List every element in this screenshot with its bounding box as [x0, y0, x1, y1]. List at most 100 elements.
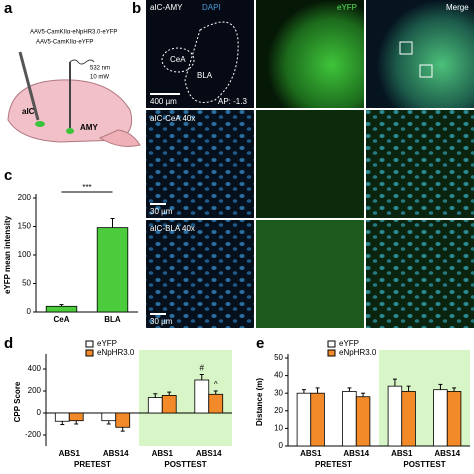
bar — [161, 394, 177, 414]
x-tick-label: CeA — [53, 315, 69, 324]
channel-label: DAPI — [202, 3, 221, 12]
virus-label: AAV5-CamKIIα-eNpHR3.0-eYFP — [30, 30, 117, 36]
y-tick-label: 0 — [27, 307, 32, 316]
bar — [401, 391, 416, 447]
y-tick-label: 40 — [274, 371, 283, 380]
bar — [96, 227, 129, 313]
scale-label: 30 µm — [150, 207, 173, 216]
image — [256, 220, 364, 328]
region-label: aIC — [22, 107, 35, 116]
x-tick-label: ABS14 — [196, 449, 222, 458]
syringe — [18, 51, 40, 121]
legend-label: eYFP — [339, 339, 359, 348]
diagram: a AAV5-CamKIIα-eNpHR3.0-eYFP AAV5-CamKII… — [4, 0, 141, 147]
roi — [419, 64, 433, 78]
bar — [147, 397, 163, 414]
bar — [68, 412, 84, 422]
cerebellum — [98, 129, 141, 147]
bar — [208, 393, 224, 414]
x-tick-label: BLA — [104, 315, 121, 324]
image — [366, 110, 474, 218]
virus-label: AAV5-CamKIIα-eYFP — [36, 40, 93, 46]
y-tick-label: 0 — [37, 408, 42, 417]
region-label: BLA — [197, 71, 213, 80]
legend-swatch — [327, 340, 336, 348]
panel-label: e — [256, 335, 264, 352]
y-tick-label: 200 — [18, 193, 32, 202]
legend-label: eNpHR3.0 — [97, 348, 135, 357]
cable — [69, 59, 95, 65]
y-tick-label: 400 — [28, 364, 42, 373]
bar — [45, 305, 78, 313]
x-tick-label: ABS1 — [391, 449, 413, 458]
x-tick-label: ABS1 — [59, 449, 81, 458]
channel-label: Merge — [446, 3, 469, 12]
x-tick-label: ABS14 — [103, 449, 129, 458]
y-tick-label: 20 — [274, 406, 283, 415]
legend-swatch — [85, 349, 94, 357]
annotation: # — [200, 364, 205, 373]
injection — [35, 121, 45, 127]
panel-label: b — [132, 0, 141, 17]
image-label: aIC-AMY — [150, 3, 183, 12]
y-tick-label: 100 — [18, 250, 32, 259]
bar — [296, 392, 312, 447]
legend-swatch — [85, 340, 94, 348]
region-label: CeA — [170, 55, 186, 64]
group-label: PRETEST — [315, 460, 352, 469]
bar — [54, 412, 70, 422]
group-label: POSTTEST — [164, 460, 206, 469]
legend-label: eNpHR3.0 — [339, 348, 377, 357]
target — [66, 128, 74, 134]
y-tick-label: 50 — [274, 353, 283, 362]
image — [256, 0, 364, 108]
image-label: aIC-BLA 40x — [150, 224, 195, 233]
outline — [184, 21, 239, 103]
panel-label: a — [4, 0, 13, 17]
image — [256, 110, 364, 218]
bar — [342, 391, 357, 447]
bar — [387, 385, 403, 447]
bar — [115, 412, 131, 428]
panel-label: d — [4, 335, 13, 352]
bar — [310, 392, 325, 447]
bar — [355, 396, 371, 447]
y-tick-label: 30 — [274, 388, 283, 397]
group-label: POSTTEST — [403, 460, 445, 469]
scale-label: 30 µm — [150, 317, 173, 326]
y-tick-label: 50 — [22, 279, 31, 288]
legend-label: eYFP — [97, 339, 117, 348]
bar — [446, 391, 462, 447]
image — [146, 0, 254, 108]
image-label: AP: -1.3 — [218, 97, 247, 106]
region-label: AMY — [80, 123, 98, 132]
y-tick-label: 150 — [18, 222, 32, 231]
image — [366, 220, 474, 328]
image — [146, 110, 254, 218]
image — [366, 0, 474, 108]
x-tick-label: ABS14 — [434, 449, 460, 458]
bar — [194, 379, 210, 414]
annotation: *** — [82, 183, 91, 192]
y-axis-label: Distance (m) — [255, 378, 264, 426]
x-tick-label: ABS14 — [343, 449, 369, 458]
micrographs: b aIC-AMY DAPI eYFP Merge CeA BLA 400 µm… — [132, 0, 474, 328]
image-label: aIC-CeA 40x — [150, 114, 195, 123]
image — [146, 220, 254, 328]
panel-label: c — [4, 167, 12, 184]
bar — [101, 412, 117, 422]
group-label: PRETEST — [74, 460, 111, 469]
roi — [399, 41, 413, 55]
annotation: ^ — [214, 380, 218, 389]
y-axis-label: CPP Score — [13, 381, 22, 422]
x-tick-label: ABS1 — [152, 449, 174, 458]
x-tick-label: ABS1 — [300, 449, 322, 458]
y-axis-label: eYFP mean intensity — [3, 215, 12, 294]
outline — [161, 47, 195, 73]
channel-label: eYFP — [337, 3, 357, 12]
bar — [433, 389, 448, 447]
y-tick-label: 200 — [28, 386, 42, 395]
laser-label: 532 nm — [90, 66, 110, 72]
y-tick-label: -200 — [25, 430, 42, 439]
